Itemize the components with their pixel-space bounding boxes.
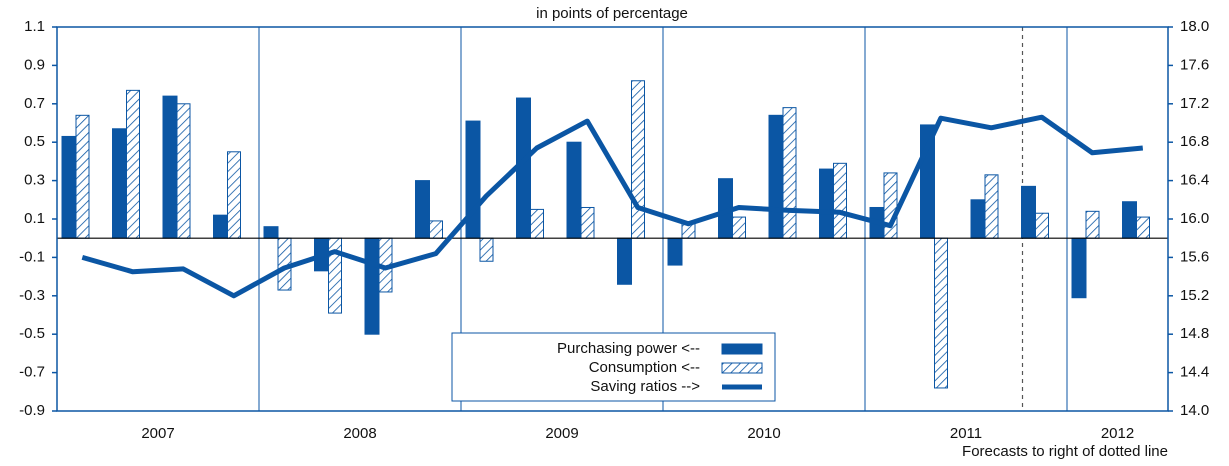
y-tick-label: 0.1 (24, 210, 45, 227)
y-tick-label: -0.3 (19, 287, 45, 304)
y2-tick-label: 14.4 (1180, 364, 1209, 381)
bar (227, 151, 241, 239)
y2-tick-label: 16.4 (1180, 172, 1209, 189)
bar (934, 237, 948, 389)
bar (667, 237, 683, 266)
bar (75, 114, 90, 239)
bar (263, 226, 279, 239)
bar (984, 174, 999, 239)
y-tick-label: -0.5 (19, 325, 45, 342)
y-tick-label: 0.5 (24, 133, 45, 150)
legend-box (451, 332, 776, 402)
bar (1136, 216, 1150, 239)
y-tick-label: 0.9 (24, 56, 45, 73)
bar (732, 216, 746, 239)
bar (566, 141, 582, 239)
bar (1035, 212, 1049, 239)
bar (819, 168, 834, 239)
bar (429, 220, 443, 239)
y2-tick-label: 16.8 (1180, 133, 1209, 150)
y2-tick-label: 17.2 (1180, 95, 1209, 112)
legend-label: Consumption <-- (589, 359, 700, 376)
bar (112, 128, 127, 239)
y2-tick-label: 16.0 (1180, 210, 1209, 227)
bar (213, 214, 228, 239)
y-tick-label: 0.3 (24, 172, 45, 189)
bar (364, 237, 380, 335)
subtitle: in points of percentage (536, 5, 688, 22)
bar (580, 206, 595, 239)
y2-tick-label: 14.8 (1180, 325, 1209, 342)
legend: Purchasing power <-- Consumption <-- Savin… (451, 332, 776, 402)
bar (970, 199, 986, 239)
bar (162, 95, 178, 239)
bar (768, 114, 784, 239)
legend-label: Saving ratios --> (590, 378, 700, 395)
bar (176, 103, 191, 239)
bar (1071, 237, 1087, 299)
y-tick-label: -0.7 (19, 364, 45, 381)
bar (1122, 201, 1137, 239)
bar (631, 80, 645, 239)
x-year-label: 2012 (1101, 425, 1134, 442)
y2-tick-label: 17.6 (1180, 56, 1209, 73)
bar (617, 237, 632, 285)
y2-tick-label: 14.0 (1180, 402, 1209, 419)
legend-swatch (721, 362, 763, 374)
bar (782, 107, 797, 239)
plot-frame (56, 26, 1169, 412)
bar (126, 89, 140, 239)
y2-tick-label: 18.0 (1180, 18, 1209, 35)
saving-line (81, 114, 1144, 299)
y-tick-label: 1.1 (24, 18, 45, 35)
bar (883, 172, 898, 239)
y2-tick-label: 15.2 (1180, 287, 1209, 304)
bar (1085, 210, 1100, 239)
x-year-label: 2009 (545, 425, 578, 442)
y-tick-label: -0.9 (19, 402, 45, 419)
bar (61, 135, 77, 239)
bar (1021, 185, 1036, 239)
x-year-label: 2008 (343, 425, 376, 442)
y-tick-label: -0.1 (19, 248, 45, 265)
y2-tick-label: 15.6 (1180, 248, 1209, 265)
bar (465, 120, 481, 239)
bar (530, 208, 544, 239)
y-tick-label: 0.7 (24, 95, 45, 112)
x-year-label: 2010 (747, 425, 780, 442)
legend-label: Purchasing power <-- (557, 340, 700, 357)
legend-swatch (721, 343, 763, 355)
bar (415, 180, 430, 239)
x-year-label: 2007 (141, 425, 174, 442)
x-year-label: 2011 (950, 425, 982, 442)
annotation: Forecasts to right of dotted line (962, 443, 1168, 460)
bar (479, 237, 494, 262)
bar (833, 162, 847, 239)
